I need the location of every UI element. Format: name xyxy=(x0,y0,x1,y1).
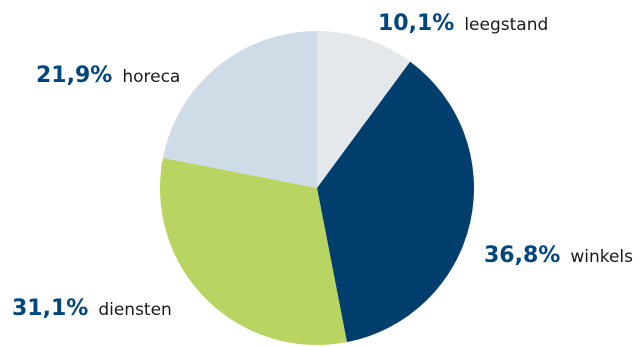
label-diensten: 31,1% diensten xyxy=(12,296,172,321)
label-leegstand: 10,1% leegstand xyxy=(378,11,548,36)
value-leegstand: 10,1% xyxy=(378,11,454,36)
value-horeca: 21,9% xyxy=(36,63,112,88)
value-diensten: 31,1% xyxy=(12,296,88,321)
name-winkels: winkels xyxy=(570,247,633,267)
slice-winkels xyxy=(317,61,474,343)
label-horeca: 21,9% horeca xyxy=(36,63,180,88)
slice-diensten xyxy=(160,157,347,345)
name-diensten: diensten xyxy=(98,300,172,320)
slice-horeca xyxy=(162,31,317,188)
pie-slices xyxy=(160,31,474,345)
slice-leegstand xyxy=(317,31,411,188)
label-winkels: 36,8% winkels xyxy=(484,243,633,268)
name-leegstand: leegstand xyxy=(464,15,548,35)
name-horeca: horeca xyxy=(122,67,180,87)
value-winkels: 36,8% xyxy=(484,243,560,268)
